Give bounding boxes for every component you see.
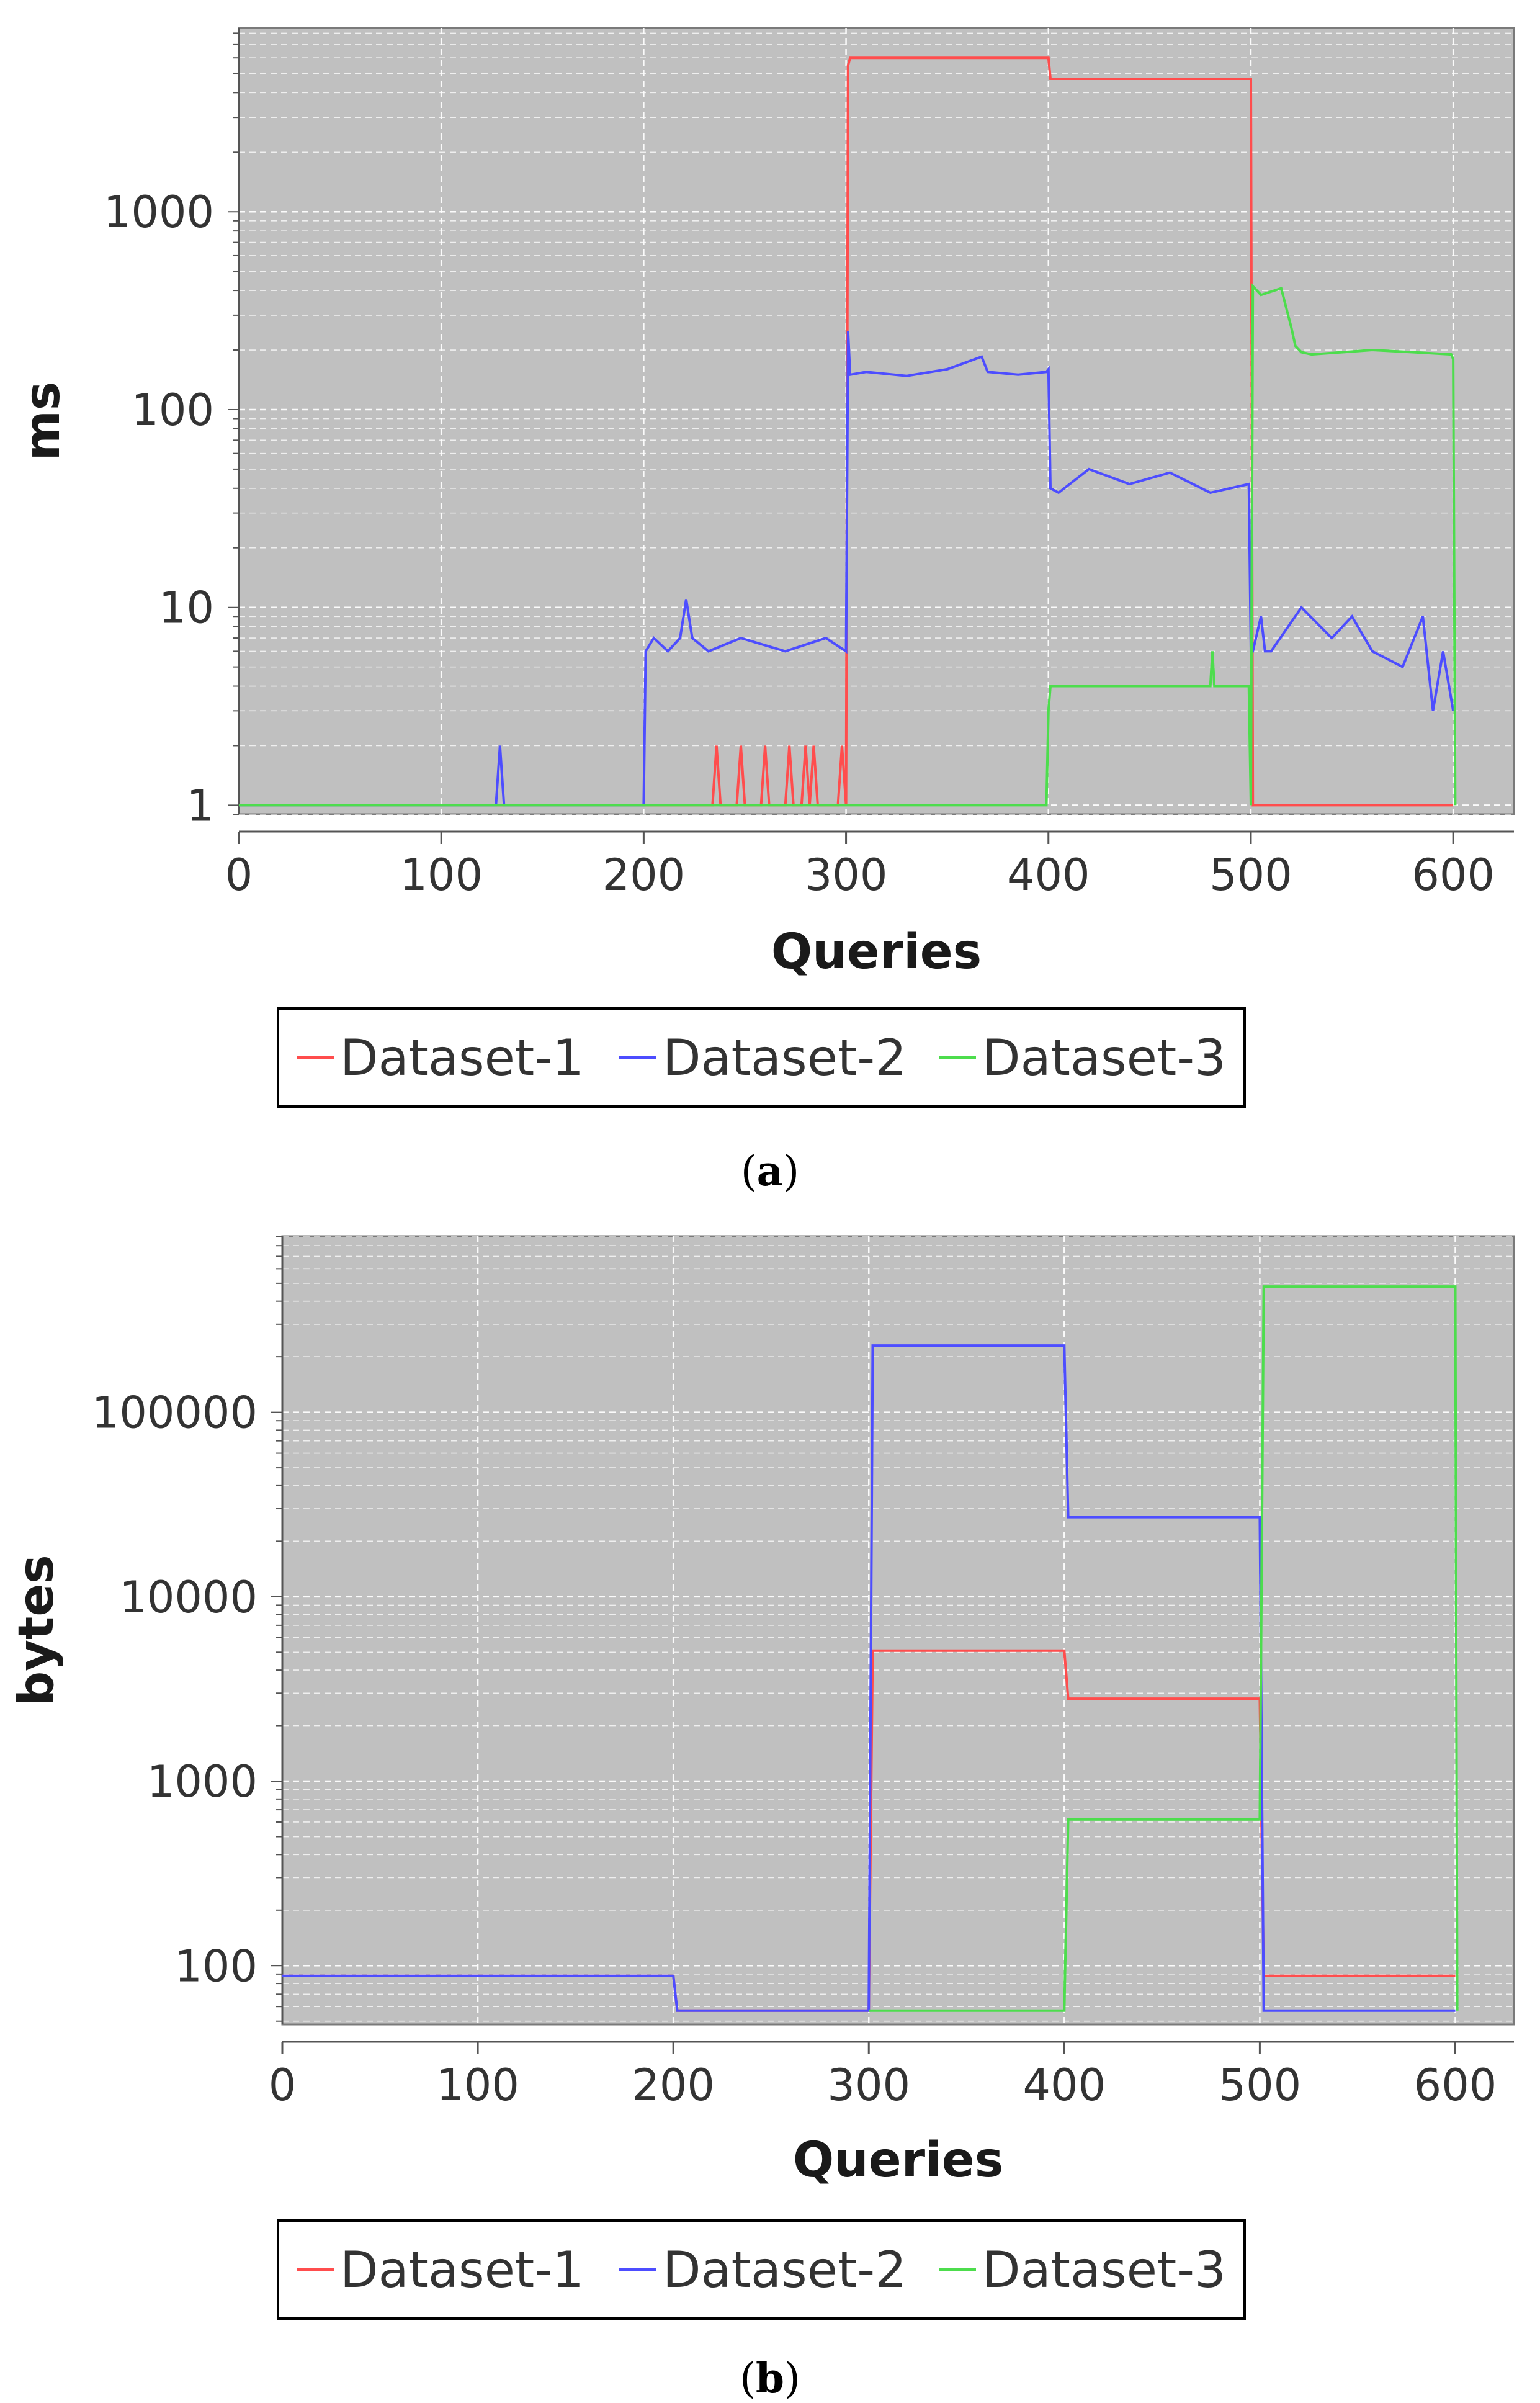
y-tick-label: 1000 (147, 1756, 257, 1807)
x-tick-label: 400 (1007, 850, 1090, 901)
x-tick-label: 600 (1412, 850, 1495, 901)
x-tick-label: 400 (1023, 2060, 1106, 2111)
y-tick-label: 10000 (119, 1572, 257, 1623)
subfigure-caption: (a) (741, 1147, 799, 1195)
caption-letter: b (756, 2354, 784, 2402)
caption-paren-open: ( (740, 2355, 756, 2402)
series-line-dataset-3 (239, 283, 1457, 807)
x-tick-label: 300 (827, 2060, 910, 2111)
y-tick-label: 100 (174, 1941, 257, 1992)
subfigure-caption: (b) (740, 2354, 800, 2402)
series-line-dataset-1 (239, 56, 1454, 807)
caption-letter: a (757, 1147, 784, 1195)
x-tick-label: 0 (225, 850, 253, 901)
x-tick-label: 200 (632, 2060, 715, 2111)
legend-box (277, 1007, 1246, 1108)
x-tick-label: 100 (436, 2060, 519, 2111)
legend-label-dataset-1: Dataset-1 (340, 2241, 584, 2299)
legend-label-dataset-3: Dataset-3 (982, 1029, 1226, 1087)
y-axis-title: bytes (9, 1555, 65, 1705)
caption-paren-open: ( (741, 1148, 757, 1195)
legend-label-dataset-2: Dataset-2 (663, 2241, 907, 2299)
y-tick-label: 100000 (92, 1388, 257, 1439)
x-tick-label: 0 (269, 2060, 297, 2111)
series-line-dataset-2 (282, 1344, 1456, 2012)
legend-label-dataset-1: Dataset-1 (340, 1029, 584, 1087)
caption-paren-close: ) (784, 2355, 800, 2402)
y-tick-label: 100 (131, 385, 214, 436)
y-tick-label: 1000 (104, 187, 214, 238)
x-axis-title: Queries (771, 924, 982, 980)
legend-label-dataset-2: Dataset-2 (663, 1029, 907, 1087)
x-tick-label: 500 (1219, 2060, 1302, 2111)
x-tick-label: 600 (1414, 2060, 1497, 2111)
x-tick-label: 200 (602, 850, 686, 901)
legend-box (277, 2219, 1246, 2320)
legend: Dataset-1 Dataset-2 Dataset-3 (277, 1007, 1246, 1108)
plot-area (238, 27, 1515, 815)
chart-b: 100 1000 10000 100000 0 100 200 300 400 500 600 Que… (9, 1235, 1515, 2402)
legend: Dataset-1 Dataset-2 Dataset-3 (277, 2219, 1246, 2320)
plot-area (281, 1235, 1515, 2026)
series-line-dataset-3 (869, 1285, 1459, 2012)
series-line-dataset-2 (239, 331, 1455, 807)
x-axis-title: Queries (793, 2132, 1003, 2188)
caption-paren-close: ) (783, 1148, 799, 1195)
x-tick-label: 100 (400, 850, 483, 901)
y-axis-title: ms (15, 382, 71, 461)
chart-a: 1 10 100 1000 0 100 200 300 400 500 600 Queries ms Da… (15, 27, 1515, 1195)
x-tick-label: 500 (1209, 850, 1292, 901)
legend-label-dataset-3: Dataset-3 (982, 2241, 1226, 2299)
y-tick-label: 10 (159, 583, 214, 634)
y-tick-label: 1 (186, 780, 214, 831)
x-tick-label: 300 (805, 850, 888, 901)
